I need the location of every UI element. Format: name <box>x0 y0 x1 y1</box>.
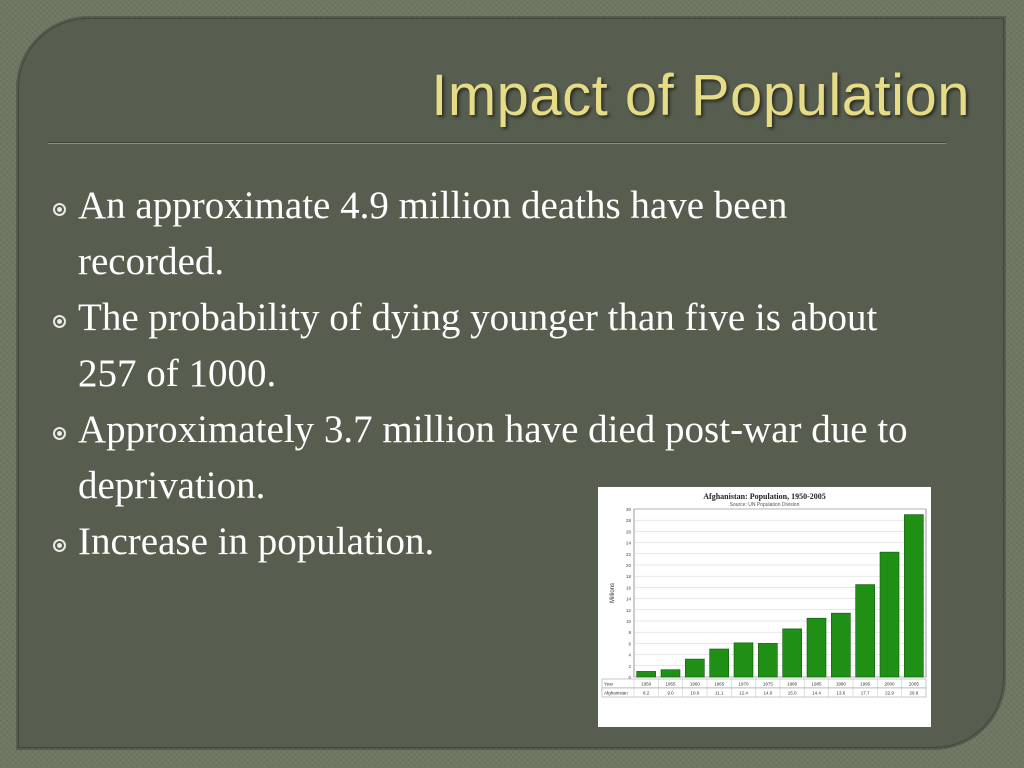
y-tick-label: 12 <box>626 608 632 613</box>
table-cell: 1980 <box>787 682 798 687</box>
bar <box>636 671 656 678</box>
circle-bullet-icon <box>53 315 66 328</box>
chart-subtitle: Source: UN Population Division <box>729 502 800 508</box>
table-cell: 29.9 <box>909 691 918 696</box>
table-cell: 14.4 <box>812 691 821 696</box>
table-cell: 14.0 <box>763 691 772 696</box>
table-cell: 1965 <box>714 682 725 687</box>
y-axis-label: Millions <box>610 583 616 603</box>
table-cell: 1960 <box>690 682 701 687</box>
y-tick-label: 24 <box>626 541 632 546</box>
bar <box>685 658 705 678</box>
table-cell: 8.2 <box>643 691 650 696</box>
bullet-text: The probability of dying younger than fi… <box>78 296 878 395</box>
bullet-list: An approximate 4.9 million deaths have b… <box>48 178 928 570</box>
bar <box>855 584 875 678</box>
table-cell: 1975 <box>763 682 774 687</box>
y-tick-label: 2 <box>628 664 631 669</box>
y-tick-label: 22 <box>626 552 632 557</box>
table-cell: 17.7 <box>861 691 870 696</box>
table-cell: 1950 <box>641 682 652 687</box>
table-cell: 1970 <box>738 682 749 687</box>
table-cell: 10.0 <box>690 691 699 696</box>
bar <box>709 648 729 678</box>
table-cell: 12.4 <box>739 691 748 696</box>
table-cell: 15.0 <box>788 691 797 696</box>
table-cell: 1985 <box>811 682 822 687</box>
bullet-item: Approximately 3.7 million have died post… <box>48 402 928 514</box>
table-row <box>601 687 927 698</box>
circle-bullet-icon <box>53 427 66 440</box>
bullet-text: An approximate 4.9 million deaths have b… <box>78 184 788 283</box>
bullet-text: Increase in population. <box>78 520 435 563</box>
table-cell: 11.1 <box>715 691 724 696</box>
table-row-label: Year <box>604 682 614 687</box>
y-tick-label: 30 <box>626 507 632 512</box>
y-tick-label: 20 <box>626 563 632 568</box>
y-tick-label: 14 <box>626 597 632 602</box>
table-cell: 1995 <box>860 682 871 687</box>
table-cell: 1990 <box>836 682 847 687</box>
title-divider <box>48 142 946 144</box>
bar <box>758 643 778 678</box>
table-cell: 2005 <box>909 682 920 687</box>
y-tick-label: 18 <box>626 574 632 579</box>
bar <box>660 669 681 678</box>
table-cell: 13.6 <box>836 691 845 696</box>
bullet-item: An approximate 4.9 million deaths have b… <box>48 178 928 290</box>
y-tick-label: 8 <box>628 630 631 635</box>
population-chart-image: Afghanistan: Population, 1950-2005 Sourc… <box>598 487 931 727</box>
y-tick-label: 16 <box>626 585 632 590</box>
bullet-item: Increase in population. <box>48 514 928 570</box>
chart-title: Afghanistan: Population, 1950-2005 <box>703 492 826 501</box>
table-cell: 2000 <box>884 682 895 687</box>
slide-title: Impact of Population <box>431 63 970 128</box>
bar <box>733 642 754 678</box>
bar <box>904 514 924 678</box>
bar <box>831 612 851 678</box>
bar <box>806 617 827 678</box>
table-cell: 1955 <box>665 682 676 687</box>
y-tick-label: 26 <box>626 529 632 534</box>
y-tick-label: 0 <box>628 675 631 680</box>
y-tick-label: 28 <box>626 518 632 523</box>
plot-area <box>633 508 927 678</box>
bullet-text: Approximately 3.7 million have died post… <box>78 408 908 507</box>
bar <box>782 628 802 678</box>
y-tick-label: 10 <box>626 619 632 624</box>
table-row-label: Afghanistan <box>604 691 628 696</box>
table-cell: 22.9 <box>885 691 894 696</box>
table-cell: 9.0 <box>667 691 674 696</box>
bullet-item: The probability of dying younger than fi… <box>48 290 928 402</box>
circle-bullet-icon <box>53 203 66 216</box>
bar <box>879 551 900 678</box>
circle-bullet-icon <box>53 539 66 552</box>
y-tick-label: 4 <box>628 653 631 658</box>
y-tick-label: 6 <box>628 641 631 646</box>
